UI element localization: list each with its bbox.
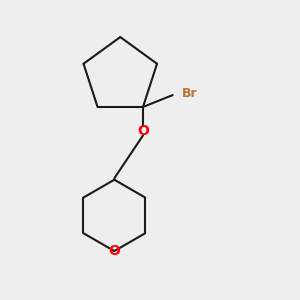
Text: Br: Br	[182, 87, 198, 100]
Text: O: O	[137, 124, 149, 138]
Text: O: O	[108, 244, 120, 258]
